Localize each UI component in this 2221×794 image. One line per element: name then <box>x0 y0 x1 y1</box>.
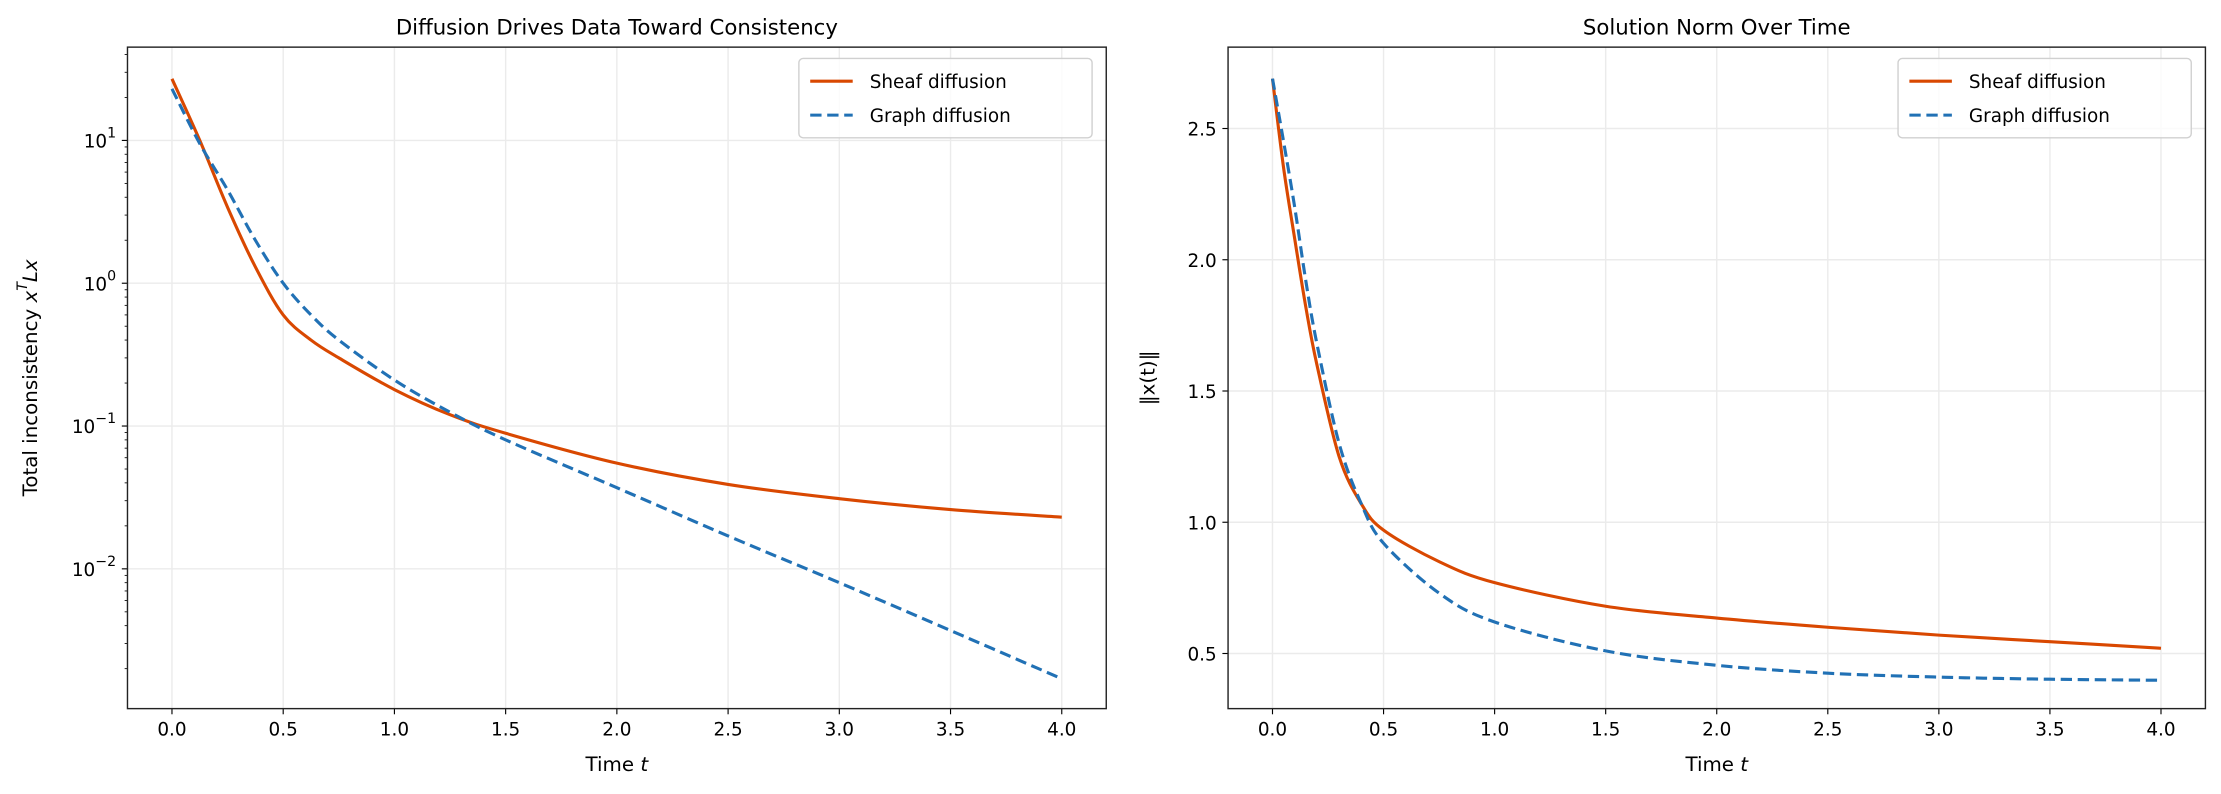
y-tick-label: 101 <box>84 126 116 153</box>
x-tick-label: 0.0 <box>1258 720 1287 741</box>
x-tick-label: 4.0 <box>2146 720 2175 741</box>
y-tick-label: 1.0 <box>1187 513 1216 534</box>
x-tick-label: 0.5 <box>1369 720 1398 741</box>
series-line-graph-diffusion <box>170 88 1063 681</box>
axes-frame <box>1227 46 2207 710</box>
chart-1: 0.0 0.5 1.0 1.5 2.0 2.5 3.0 3.5 4.0 10−2 10−1 100 10… <box>15 15 1107 776</box>
series-line-graph-diffusion <box>1270 78 2162 682</box>
chart-title: Diffusion Drives Data Toward Consistency <box>396 15 838 40</box>
x-tick-label: 3.5 <box>2035 720 2064 741</box>
legend: Sheaf diffusion Graph diffusion <box>798 57 1093 139</box>
y-tick-label: 2.5 <box>1187 120 1216 141</box>
legend-box <box>1897 57 2192 139</box>
legend: Sheaf diffusion Graph diffusion <box>1897 57 2192 139</box>
chart-2: 0.0 0.5 1.0 1.5 2.0 2.5 3.0 3.5 4.0 0.5 1.0 1.5 2.0 2… <box>1136 15 2207 776</box>
axes-frame <box>126 46 1107 710</box>
x-tick-label: 0.5 <box>269 720 298 741</box>
x-tick-label: 2.0 <box>1702 720 1731 741</box>
series-line-sheaf-diffusion <box>1270 78 2162 650</box>
x-tick-label: 0.0 <box>157 720 186 741</box>
y-tick-label: 1.5 <box>1187 382 1216 403</box>
y-tick-label: 10−1 <box>72 411 116 438</box>
x-tick-label: 3.0 <box>1924 720 1953 741</box>
legend-label: Sheaf diffusion <box>1969 72 2106 93</box>
y-axis-label: ‖x(t)‖ <box>1136 350 1159 405</box>
x-tick-label: 4.0 <box>1047 720 1076 741</box>
legend-label: Graph diffusion <box>1969 106 2110 127</box>
x-tick-label: 3.5 <box>936 720 965 741</box>
legend-label: Graph diffusion <box>870 106 1011 127</box>
series-line-sheaf-diffusion <box>170 78 1062 519</box>
x-axis-label: Time t <box>1684 753 1749 776</box>
legend-box <box>798 57 1093 139</box>
x-tick-label: 1.0 <box>1480 720 1509 741</box>
y-tick-label: 100 <box>84 268 116 295</box>
x-tick-label: 3.0 <box>825 720 854 741</box>
y-axis-label: Total inconsistency xTLx <box>15 259 42 497</box>
x-tick-label: 2.5 <box>1813 720 1842 741</box>
legend-label: Sheaf diffusion <box>870 72 1007 93</box>
y-tick-label: 2.0 <box>1187 251 1216 272</box>
x-tick-label: 1.5 <box>491 720 520 741</box>
chart-title: Solution Norm Over Time <box>1583 15 1851 40</box>
x-axis-label: Time t <box>585 753 650 776</box>
y-tick-label: 0.5 <box>1187 645 1216 666</box>
x-tick-label: 1.5 <box>1591 720 1620 741</box>
x-tick-label: 1.0 <box>380 720 409 741</box>
y-tick-label: 10−2 <box>72 554 116 581</box>
x-tick-label: 2.5 <box>713 720 742 741</box>
x-tick-label: 2.0 <box>602 720 631 741</box>
